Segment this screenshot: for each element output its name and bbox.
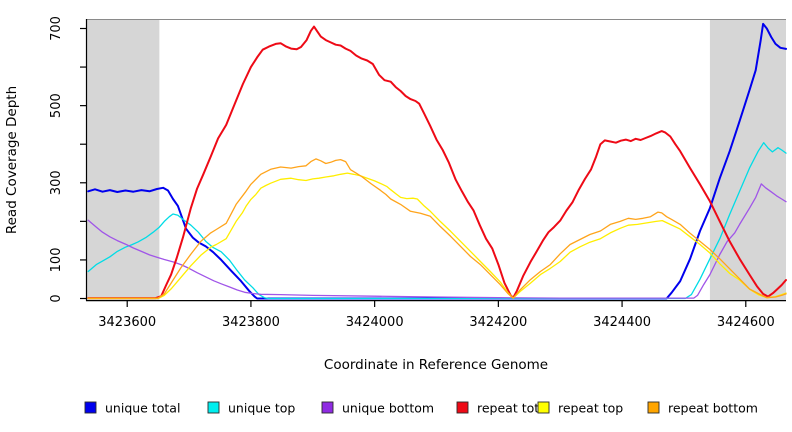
legend-label: repeat total	[477, 401, 550, 416]
legend-swatch	[537, 401, 550, 414]
series-line-unique-top	[87, 142, 787, 300]
x-tick-label: 3424400	[593, 315, 651, 330]
shaded-regions-layer	[87, 19, 786, 300]
shaded-region	[709, 19, 786, 300]
legend-item-repeat-bottom: repeat bottom	[647, 401, 758, 416]
series-line-repeat-bottom	[87, 158, 787, 299]
legend-item-unique-bottom: unique bottom	[321, 401, 434, 416]
x-tick-label: 3424600	[717, 315, 775, 330]
legend-label: unique bottom	[342, 401, 434, 416]
legend-item-unique-total: unique total	[84, 401, 180, 416]
shaded-region	[87, 19, 160, 300]
y-tick-label: 300	[49, 170, 64, 195]
legend-label: unique top	[228, 401, 295, 416]
y-tick-label: 500	[49, 93, 64, 118]
legend-item-unique-top: unique top	[207, 401, 295, 416]
x-tick-label: 3424000	[346, 315, 404, 330]
series-line-repeat-total	[87, 25, 787, 300]
y-tick-label: 700	[49, 16, 64, 41]
legend-item-repeat-total: repeat total	[456, 401, 550, 416]
legend-label: unique total	[105, 401, 180, 416]
series-line-repeat-top	[87, 172, 787, 300]
series-lines-layer	[87, 22, 787, 300]
y-axis-title: Read Coverage Depth	[4, 86, 20, 234]
legend-swatch	[647, 401, 660, 414]
y-tick-label: 0	[49, 294, 64, 302]
x-axis-title: Coordinate in Reference Genome	[324, 357, 548, 373]
y-tick-label: 100	[49, 248, 64, 273]
legend-item-repeat-top: repeat top	[537, 401, 623, 416]
axes-frame-layer	[80, 19, 786, 307]
tick-labels-layer: 3423600 3423800 3424000 3424200 3424400 34246…	[49, 16, 775, 330]
x-tick-label: 3423800	[222, 315, 280, 330]
legend-swatch	[456, 401, 469, 414]
legend-swatch	[321, 401, 334, 414]
legend-swatch	[84, 401, 97, 414]
legend-label: repeat top	[558, 401, 623, 416]
x-tick-label: 3424200	[469, 315, 527, 330]
x-tick-label: 3423600	[98, 315, 156, 330]
legend: unique total unique top unique bottom repea…	[84, 401, 758, 416]
series-line-unique-bottom	[87, 183, 787, 299]
legend-label: repeat bottom	[668, 401, 758, 416]
legend-swatch	[207, 401, 220, 414]
